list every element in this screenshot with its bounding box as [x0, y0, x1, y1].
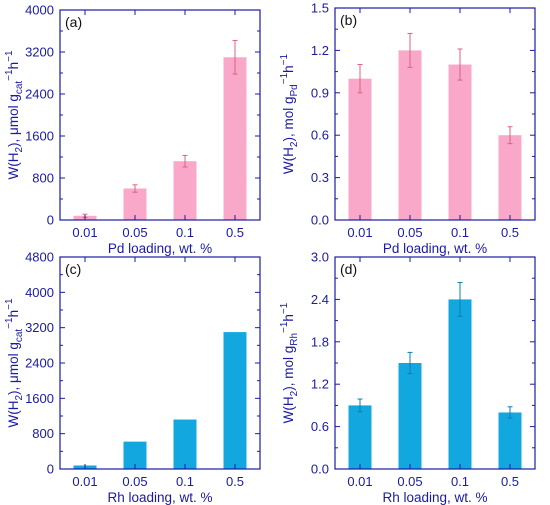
bar-0.01: [348, 405, 372, 469]
y-tick-label: 0.6: [311, 419, 329, 434]
x-axis-label: Rh loading, wt. %: [382, 490, 487, 505]
error-bar-0.05: [132, 184, 138, 193]
y-tick-label: 0.3: [311, 170, 329, 185]
error-bar-0.01: [357, 398, 363, 413]
x-tick-label: 0.01: [72, 474, 97, 489]
y-tick-label: 800: [32, 426, 54, 441]
y-tick-label: 3200: [25, 45, 54, 60]
y-axis-label: W(H2), μmol gcat−1h−1: [4, 298, 25, 427]
bar-0.1: [448, 299, 472, 469]
panel-label: (d): [340, 261, 357, 277]
y-tick-label: 1.5: [311, 1, 329, 16]
error-bar-0.01: [357, 64, 363, 94]
y-tick-label: 2400: [25, 87, 54, 102]
bar-0.5: [223, 57, 247, 220]
x-axis-label: Pd loading, wt. %: [108, 241, 212, 256]
y-tick-label: 4000: [25, 3, 54, 18]
y-tick-label: 3.0: [311, 250, 329, 265]
error-bar-0.1: [182, 154, 188, 168]
bar-0.05: [398, 363, 422, 469]
error-bar-0.05: [407, 351, 413, 375]
x-tick-label: 0.1: [176, 474, 194, 489]
bar-0.5: [498, 412, 522, 469]
y-tick-label: 0: [47, 462, 54, 477]
x-tick-label: 0.05: [122, 225, 147, 240]
y-axis-label: W(H2), mol gRh−1h−1: [279, 302, 300, 423]
y-tick-label: 2400: [25, 356, 54, 371]
chart-panel-2: 0.0 0.3 0.6 0.9 1.2 1.5 0.01 0.05 0.1 0.5 Pd loadi…: [279, 1, 536, 256]
panel-label: (c): [65, 261, 81, 277]
y-tick-label: 4800: [25, 250, 54, 265]
x-tick-label: 0.01: [347, 225, 372, 240]
x-tick-label: 0.01: [72, 225, 97, 240]
error-bar-0.5: [232, 39, 238, 75]
chart-panel-4: 0.0 0.6 1.2 1.8 2.4 3.0 0.01 0.05 0.1 0.5 Rh loadi…: [279, 250, 536, 505]
x-tick-label: 0.01: [347, 474, 372, 489]
y-tick-label: 1.8: [311, 334, 329, 349]
error-bar-0.05: [407, 32, 413, 68]
y-tick-label: 800: [32, 171, 54, 186]
y-tick-label: 1.2: [311, 377, 329, 392]
bar-0.1: [173, 161, 197, 220]
panel-label: (b): [340, 12, 357, 28]
y-tick-label: 1.2: [311, 43, 329, 58]
x-tick-label: 0.05: [397, 474, 422, 489]
y-tick-label: 0.6: [311, 128, 329, 143]
bar-0.5: [223, 332, 247, 469]
error-bar-0.1: [457, 48, 463, 81]
error-bar-0.5: [507, 126, 513, 145]
y-tick-label: 4000: [25, 285, 54, 300]
x-tick-label: 0.1: [451, 474, 469, 489]
x-tick-label: 0.05: [397, 225, 422, 240]
x-tick-label: 0.05: [122, 474, 147, 489]
x-tick-label: 0.5: [501, 474, 519, 489]
error-bar-0.1: [457, 281, 463, 317]
y-tick-label: 3200: [25, 320, 54, 335]
y-tick-label: 1600: [25, 391, 54, 406]
x-tick-label: 0.1: [451, 225, 469, 240]
y-tick-label: 1600: [25, 129, 54, 144]
chart-panel-3: 0 800 1600 2400 3200 4000 4800 0.01 0.05 0.1 0.5 Rh…: [4, 250, 261, 505]
bar-0.05: [123, 441, 147, 469]
bar-0.1: [448, 64, 472, 221]
bar-0.05: [398, 50, 422, 221]
y-tick-label: 0.0: [311, 213, 329, 228]
x-tick-label: 0.1: [176, 225, 194, 240]
y-tick-label: 0.9: [311, 85, 329, 100]
x-tick-label: 0.5: [226, 474, 244, 489]
y-tick-label: 0.0: [311, 462, 329, 477]
y-tick-label: 0: [47, 213, 54, 228]
bar-0.05: [123, 188, 147, 220]
y-tick-label: 2.4: [311, 292, 329, 307]
x-tick-label: 0.5: [501, 225, 519, 240]
bar-0.5: [498, 135, 522, 220]
y-axis-label: W(H2), μmol gcat−1h−1: [4, 50, 25, 179]
y-axis-label: W(H2), mol gPd−1h−1: [279, 53, 300, 174]
panel-label: (a): [65, 14, 82, 30]
bar-0.1: [173, 419, 197, 469]
bar-0.01: [348, 78, 372, 221]
error-bar-0.5: [507, 406, 513, 419]
x-tick-label: 0.5: [226, 225, 244, 240]
x-axis-label: Rh loading, wt. %: [107, 490, 212, 505]
chart-panel-1: 0 800 1600 2400 3200 4000 0.01 0.05 0.1 0.5 Pd loa…: [4, 3, 261, 256]
x-axis-label: Pd loading, wt. %: [383, 241, 487, 256]
